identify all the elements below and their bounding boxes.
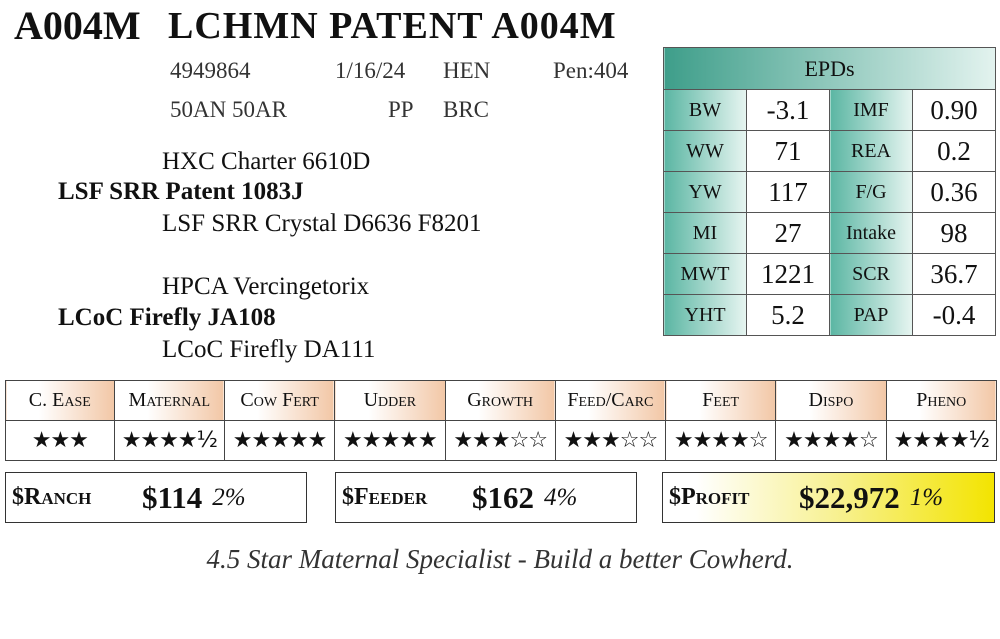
epd-row: YW 117 F/G 0.36 — [663, 171, 996, 213]
rating-stars: ★★★★½ — [885, 420, 998, 461]
dam-sire: HPCA Vercingetorix — [162, 273, 370, 300]
rating-stars: ★★★★½ — [113, 420, 225, 461]
rating-header: Pheno — [885, 380, 998, 421]
dam: LCoC Firefly JA108 — [58, 304, 276, 331]
epd-value: 1221 — [746, 253, 830, 295]
polled: PP — [388, 97, 414, 122]
epd-label: WW — [663, 130, 747, 172]
epd-row: BW -3.1 IMF 0.90 — [663, 89, 996, 131]
index-box: $Ranch $114 2% — [5, 472, 307, 523]
epd-label: MI — [663, 212, 747, 254]
index-value: $22,972 — [799, 479, 900, 515]
rating-stars: ★★★★★ — [223, 420, 336, 461]
index-label: $Ranch — [12, 484, 92, 510]
birth-date: 1/16/24 — [335, 58, 406, 83]
epd-label: REA — [829, 130, 913, 172]
index-value: $114 — [142, 479, 203, 515]
epd-value: 0.36 — [912, 171, 996, 213]
ratings-star-row: ★★★ ★★★★½ ★★★★★ ★★★★★ ★★★☆☆ ★★★☆☆ ★★★★☆ ★★★★☆ ★★… — [5, 420, 998, 461]
rating-stars: ★★★★☆ — [775, 420, 887, 461]
breed: 50AN 50AR — [170, 97, 287, 122]
index-label: $Feeder — [342, 484, 428, 510]
rating-header: Dispo — [775, 380, 887, 421]
sire-dam: LSF SRR Crystal D6636 F8201 — [162, 210, 482, 237]
epd-label: SCR — [829, 253, 913, 295]
epd-title: EPDs — [663, 47, 996, 90]
epd-label: IMF — [829, 89, 913, 131]
sire-sire: HXC Charter 6610D — [162, 148, 371, 175]
epd-value: 5.2 — [746, 294, 830, 336]
animal-name: LCHMN PATENT A004M — [168, 5, 617, 47]
index-percentile: 1% — [909, 483, 944, 511]
epd-value: -3.1 — [746, 89, 830, 131]
epd-row: MWT 1221 SCR 36.7 — [663, 253, 996, 295]
epd-table: EPDs BW -3.1 IMF 0.90 WW 71 REA 0.2 YW 117 F/G 0.36… — [663, 47, 996, 336]
epd-row: YHT 5.2 PAP -0.4 — [663, 294, 996, 336]
index-value: $162 — [472, 479, 534, 515]
index-percentile: 4% — [544, 483, 578, 511]
rating-stars: ★★★★★ — [334, 420, 446, 461]
index-box: $Feeder $162 4% — [335, 472, 637, 523]
epd-label: Intake — [829, 212, 913, 254]
epd-label: BW — [663, 89, 747, 131]
registration: 4949864 — [170, 58, 251, 83]
rating-header: Growth — [444, 380, 556, 421]
index-label: $Profit — [669, 484, 750, 510]
rating-stars: ★★★☆☆ — [554, 420, 667, 461]
ratings-table: C. Ease Maternal Cow Fert Udder Growth Feed/C… — [5, 380, 998, 461]
index-box: $Profit $22,972 1% — [662, 472, 995, 523]
epd-label: YHT — [663, 294, 747, 336]
epd-label: PAP — [829, 294, 913, 336]
index-percentile: 2% — [212, 483, 246, 511]
tagline: 4.5 Star Maternal Specialist - Build a b… — [206, 544, 794, 574]
epd-row: WW 71 REA 0.2 — [663, 130, 996, 172]
rating-stars: ★★★☆☆ — [444, 420, 556, 461]
rating-header: Feet — [665, 380, 777, 421]
epd-label: YW — [663, 171, 747, 213]
rating-header: Maternal — [113, 380, 225, 421]
epd-value: 117 — [746, 171, 830, 213]
epd-value: 36.7 — [912, 253, 996, 295]
rating-stars: ★★★★☆ — [665, 420, 777, 461]
epd-value: -0.4 — [912, 294, 996, 336]
rating-stars: ★★★ — [5, 420, 115, 461]
pen: Pen:404 — [553, 58, 629, 83]
epd-label: F/G — [829, 171, 913, 213]
dam-dam: LCoC Firefly DA111 — [162, 336, 376, 363]
epd-value: 0.2 — [912, 130, 996, 172]
ratings-header-row: C. Ease Maternal Cow Fert Udder Growth Feed/C… — [5, 380, 998, 421]
sire: LSF SRR Patent 1083J — [58, 178, 304, 205]
epd-value: 71 — [746, 130, 830, 172]
rating-header: Cow Fert — [223, 380, 336, 421]
rating-header: C. Ease — [5, 380, 115, 421]
color: BRC — [443, 97, 490, 122]
lot-number: A004M — [14, 3, 141, 48]
epd-label: MWT — [663, 253, 747, 295]
sex: HEN — [443, 58, 491, 83]
epd-row: MI 27 Intake 98 — [663, 212, 996, 254]
epd-value: 27 — [746, 212, 830, 254]
epd-value: 98 — [912, 212, 996, 254]
rating-header: Udder — [334, 380, 446, 421]
epd-value: 0.90 — [912, 89, 996, 131]
rating-header: Feed/Carc — [554, 380, 667, 421]
